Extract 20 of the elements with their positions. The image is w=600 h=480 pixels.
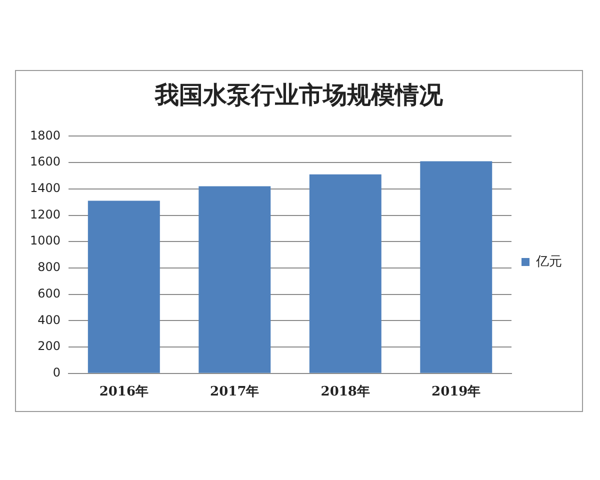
y-tick-label: 1800 bbox=[30, 128, 61, 142]
x-tick-label: 2019年 bbox=[432, 384, 481, 400]
chart-title: 我国水泵行业市场规模情况 bbox=[154, 79, 444, 111]
y-tick-label: 400 bbox=[38, 312, 61, 327]
bar bbox=[420, 161, 492, 373]
y-tick-label: 600 bbox=[38, 286, 61, 300]
y-tick-label: 200 bbox=[38, 339, 61, 354]
legend-label: 亿元 bbox=[535, 254, 562, 270]
y-tick-label: 0 bbox=[52, 366, 61, 380]
y-tick-label: 800 bbox=[38, 260, 61, 274]
y-tick-label: 1200 bbox=[30, 207, 61, 222]
y-tick-label: 1000 bbox=[30, 234, 61, 248]
x-tick-label: 2018年 bbox=[320, 384, 370, 400]
x-tick-label: 2016年 bbox=[99, 384, 149, 400]
y-tick-label: 1600 bbox=[30, 154, 61, 169]
bar bbox=[309, 174, 382, 373]
bar bbox=[198, 186, 271, 373]
x-tick-label: 2017年 bbox=[210, 384, 260, 400]
y-tick-label: 1400 bbox=[30, 181, 61, 196]
bar bbox=[88, 200, 160, 373]
